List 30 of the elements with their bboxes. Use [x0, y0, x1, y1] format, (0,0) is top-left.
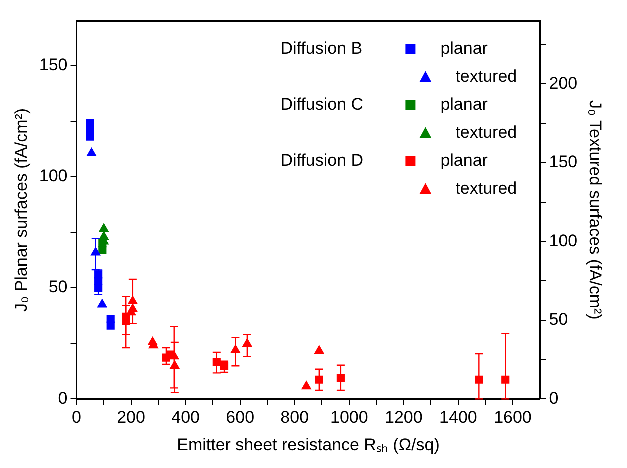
x-tick-label: 1000	[330, 408, 368, 428]
y-tick-label: 100	[39, 166, 68, 186]
x-tick-label: 1200	[385, 408, 423, 428]
x-tick-label: 200	[117, 408, 146, 428]
y2-tick-label: 200	[549, 74, 578, 93]
y-tick-label: 150	[39, 55, 68, 74]
legend-label: textured	[456, 66, 518, 86]
y-tick-label: 0	[58, 388, 68, 408]
y2-tick-label: 50	[549, 310, 568, 330]
legend-label: textured	[456, 178, 518, 198]
legend-label: textured	[456, 122, 518, 142]
annotation: Diffusion D	[280, 150, 364, 170]
x-tick-label: 1600	[494, 408, 532, 428]
y2-axis-title: J₀ Textured surfaces (fA/cm²)	[586, 100, 606, 320]
x-tick-label: 600	[226, 408, 255, 428]
y2-tick-label: 100	[549, 231, 578, 250]
legend-label: planar	[440, 94, 488, 114]
x-tick-label: 800	[280, 408, 310, 428]
legend-label: planar	[440, 38, 488, 58]
x-tick-label: 0	[72, 408, 82, 428]
y-axis-title: J₀ Planar surfaces (fA/cm²)	[12, 108, 31, 312]
y2-tick-label: 150	[549, 152, 578, 172]
x-axis-title: Emitter sheet resistance Rₛₕ (Ω/sq)	[177, 435, 440, 454]
y-tick-label: 50	[48, 278, 68, 297]
annotation: Diffusion B	[280, 38, 363, 58]
x-tick-label: 1400	[440, 408, 478, 428]
y2-tick-label: 0	[549, 388, 559, 408]
x-tick-label: 400	[172, 408, 200, 428]
annotation: Diffusion C	[280, 94, 364, 114]
legend-label: planar	[440, 150, 488, 170]
